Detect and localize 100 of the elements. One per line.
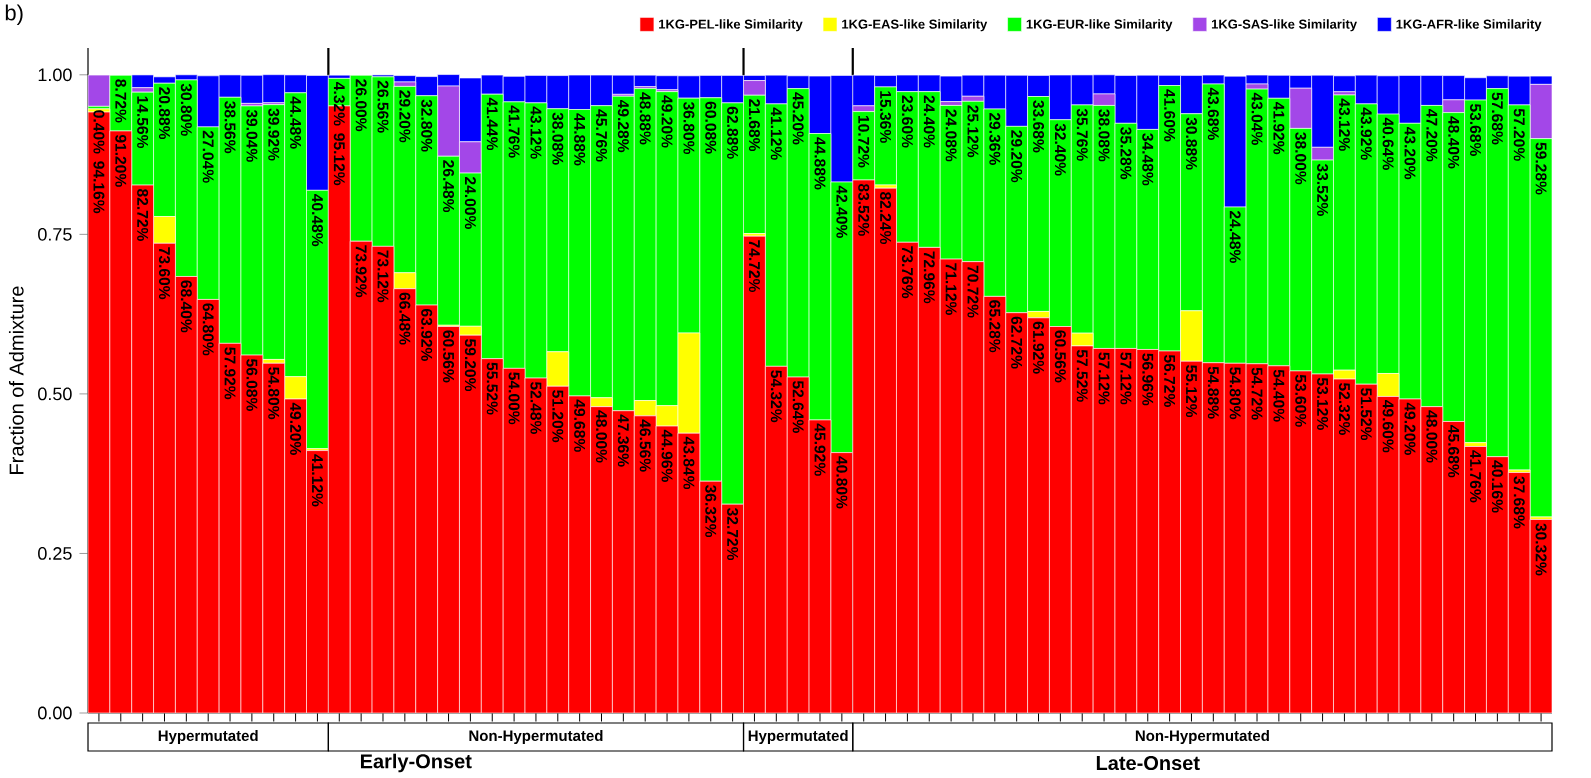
data-label: 35.76% — [1076, 108, 1088, 161]
data-label: 45.68% — [1448, 425, 1460, 478]
legend-label: 1KG-SAS-like Similarity — [1211, 19, 1357, 32]
data-label: 30.88% — [1185, 117, 1197, 170]
data-label: 52.32% — [1338, 382, 1350, 435]
data-label: 83.52% — [858, 183, 870, 236]
data-label: 48.00% — [1426, 410, 1438, 463]
data-label: 52.48% — [530, 381, 542, 434]
data-label: 56.96% — [1142, 353, 1154, 406]
data-label: 73.12% — [377, 250, 389, 303]
data-label: 49.20% — [661, 95, 673, 148]
data-label: 74.72% — [748, 240, 760, 293]
data-label: 51.52% — [1360, 388, 1372, 441]
data-label: 26.00% — [355, 79, 367, 132]
data-label: 49.28% — [617, 99, 629, 153]
text: Hypermutated — [158, 730, 258, 744]
data-label: 24.00% — [464, 177, 476, 229]
data-label: 26.56% — [377, 80, 389, 133]
data-label: 45.20% — [792, 92, 804, 145]
data-label: 64.80% — [202, 303, 214, 356]
data-label: 54.80% — [1229, 367, 1241, 420]
data-label: 45.76% — [595, 109, 608, 162]
data-label: 43.12% — [1338, 98, 1350, 151]
data-label: 59.28% — [1535, 142, 1547, 195]
data-label: 32.80% — [421, 99, 433, 152]
data-label: 47.20% — [1426, 109, 1438, 162]
text: Hypermutated — [748, 730, 848, 744]
data-label: 48.00% — [595, 410, 608, 463]
data-label: 63.92% — [421, 309, 433, 361]
data-label: 49.20% — [290, 402, 302, 455]
data-label: 38.08% — [552, 112, 564, 165]
data-label: 54.88% — [1207, 366, 1219, 419]
data-label: 54.32% — [770, 370, 782, 423]
data-label: 29.36% — [989, 112, 1001, 165]
data-label: 33.68% — [1032, 100, 1045, 153]
y-tick-label: 1.00 — [38, 68, 72, 82]
data-label: 21.68% — [748, 99, 760, 152]
data-label: 62.88% — [727, 106, 739, 159]
data-label: 0.40% — [93, 110, 105, 154]
data-label: 34.48% — [1142, 133, 1154, 186]
data-label: 24.40% — [923, 95, 935, 148]
legend-label: 1KG-PEL-like Similarity — [659, 19, 803, 32]
y-tick-label: 0.25 — [38, 547, 72, 560]
data-label: 46.56% — [639, 419, 651, 472]
data-label: 73.92% — [355, 245, 367, 298]
text: Late-Onset — [1096, 755, 1200, 771]
data-label: 8.72% — [115, 79, 127, 123]
data-label: 62.72% — [1011, 316, 1023, 369]
data-label: 23.60% — [901, 95, 913, 148]
data-label: 33.52% — [1317, 163, 1329, 216]
data-label: 38.08% — [1098, 109, 1110, 162]
data-label: 38.56% — [224, 101, 236, 154]
data-label: 66.48% — [399, 292, 411, 345]
y-tick-label: 0.50 — [38, 387, 72, 401]
data-label: 10.72% — [858, 115, 870, 168]
data-label: 42.40% — [836, 185, 848, 238]
data-label: 60.08% — [705, 101, 717, 154]
data-label: 91.20% — [115, 134, 127, 187]
data-label: 72.96% — [923, 251, 935, 304]
data-label: 40.48% — [311, 193, 323, 247]
data-label: 56.72% — [1164, 354, 1176, 407]
y-tick-label: 0.00 — [38, 706, 72, 720]
data-label: 53.60% — [1295, 374, 1307, 427]
data-label: 57.52% — [1076, 349, 1088, 402]
data-label: 54.40% — [1273, 369, 1285, 422]
y-tick-label: 0.75 — [38, 227, 72, 241]
data-label: 52.64% — [792, 380, 804, 433]
data-label: 48.88% — [639, 92, 651, 145]
data-label: 49.68% — [574, 399, 586, 452]
data-label: 60.56% — [1054, 330, 1066, 383]
data-label: 32.72% — [727, 507, 739, 561]
data-label: 43.92% — [1360, 107, 1372, 160]
data-label: 32.40% — [1054, 123, 1066, 176]
data-label: 41.44% — [486, 97, 498, 151]
data-label: 36.32% — [705, 484, 717, 538]
data-label: 59.20% — [464, 339, 476, 392]
data-label: 41.92% — [1273, 101, 1285, 155]
data-label: 53.12% — [1317, 377, 1329, 430]
y-axis-title: Fraction of Admixture — [8, 286, 24, 474]
data-label: 24.08% — [945, 109, 957, 162]
data-label: 82.72% — [137, 188, 149, 241]
data-label: 54.80% — [268, 367, 280, 420]
data-label: 41.76% — [1470, 450, 1482, 503]
data-label: 73.76% — [901, 246, 913, 299]
data-label: 55.12% — [1185, 365, 1197, 418]
legend-label: 1KG-EUR-like Similarity — [1026, 19, 1173, 32]
data-label: 39.92% — [268, 108, 280, 161]
data-label: 94.16% — [93, 161, 105, 214]
data-label: 44.88% — [574, 113, 586, 166]
data-label: 70.72% — [967, 265, 979, 318]
data-label: 49.20% — [1404, 402, 1416, 455]
data-label: 71.12% — [945, 263, 957, 315]
data-label: 44.88% — [814, 137, 826, 190]
data-label: 37.68% — [1513, 476, 1525, 529]
data-label: 54.72% — [1251, 367, 1263, 420]
text: Non-Hypermutated — [469, 730, 603, 744]
text: Early-Onset — [360, 753, 472, 773]
data-label: 40.80% — [836, 456, 848, 509]
data-label: 38.00% — [1295, 132, 1307, 185]
data-label: 40.64% — [1382, 117, 1394, 170]
